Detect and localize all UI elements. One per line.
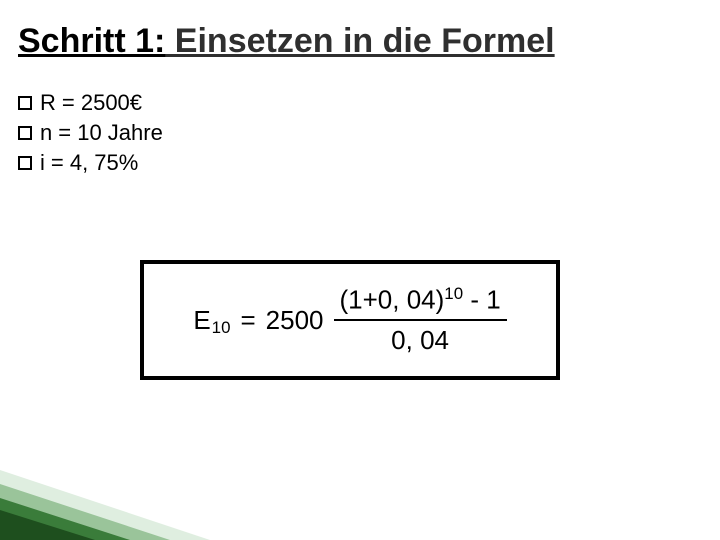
list-item: i = 4, 75% [18,150,163,176]
fraction: (1+0, 04)10 - 1 0, 04 [334,284,507,357]
variable-name: R [40,90,56,116]
list-item: n = 10 Jahre [18,120,163,146]
title-step: Schritt 1: [18,22,165,60]
numerator-exponent: 10 [444,284,463,303]
numerator-base: (1+0, 04) [340,284,445,314]
formula-lhs: E10 [193,305,230,336]
bullet-square-icon [18,156,32,170]
list-item: R = 2500€ [18,90,163,116]
variable-list: R = 2500€ n = 10 Jahre i = 4, 75% [18,90,163,180]
variable-name: n [40,120,52,146]
variable-value: = 10 Jahre [58,120,163,146]
numerator: (1+0, 04)10 - 1 [334,284,507,316]
fraction-bar [334,319,507,321]
bullet-square-icon [18,96,32,110]
corner-triangle [0,510,95,540]
bullet-square-icon [18,126,32,140]
denominator: 0, 04 [385,325,455,356]
title-rest: Einsetzen in die Formel [165,22,554,60]
lhs-subscript: 10 [212,318,231,338]
variable-name: i [40,150,45,176]
coefficient: 2500 [266,305,324,336]
formula-box: E10 = 2500 (1+0, 04)10 - 1 0, 04 [140,260,560,380]
equals-sign: = [240,305,255,336]
numerator-tail: - 1 [463,284,501,314]
variable-value: = 2500€ [62,90,142,116]
lhs-base: E [193,305,210,336]
variable-value: = 4, 75% [51,150,138,176]
slide-title: Schritt 1: Einsetzen in die Formel [18,22,555,61]
formula: E10 = 2500 (1+0, 04)10 - 1 0, 04 [193,284,506,357]
